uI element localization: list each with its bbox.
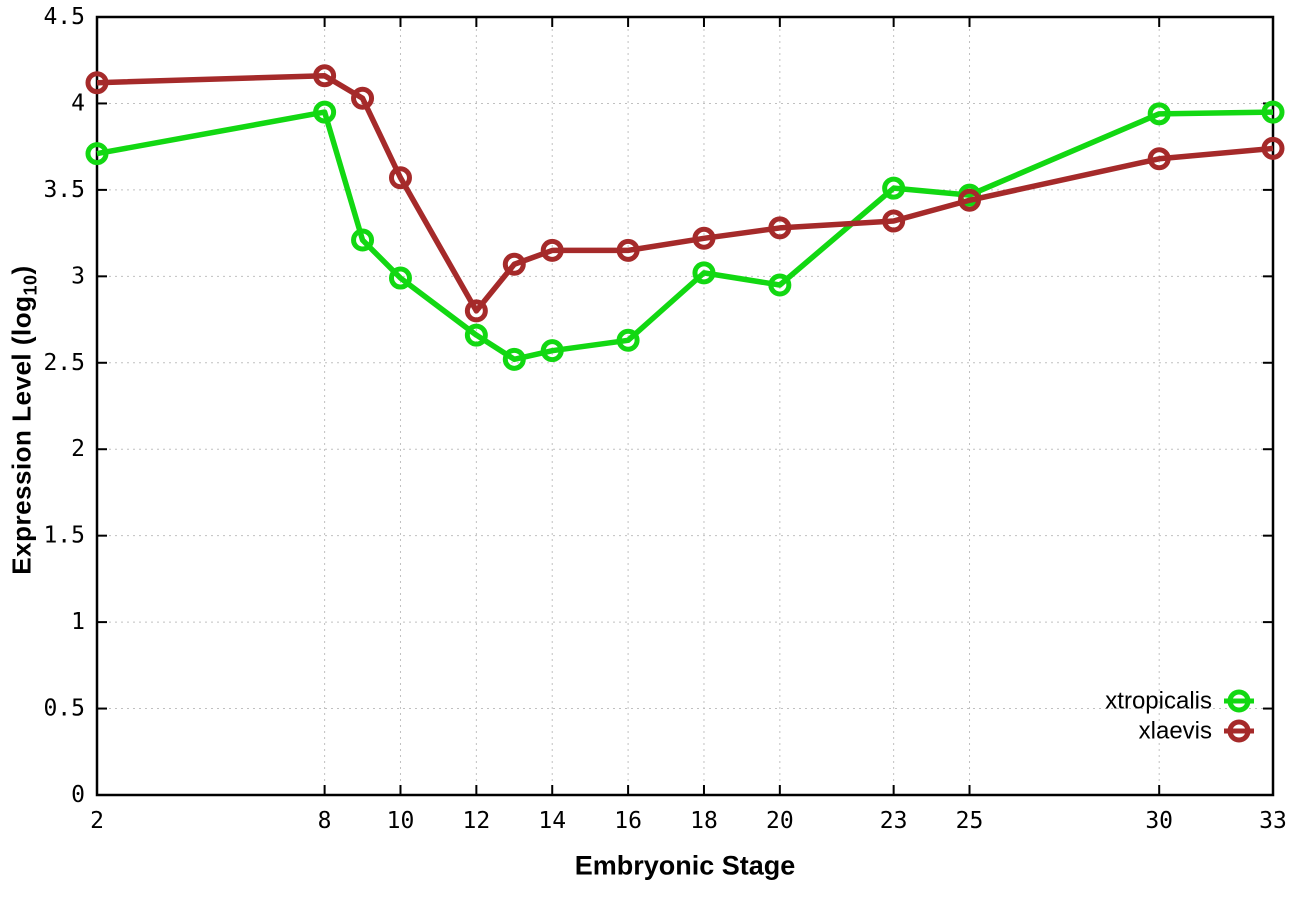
legend-marker-icon-xtropicalis [1227, 689, 1251, 713]
series-line-xlaevis [96, 73, 1274, 314]
data-point-marker-xlaevis [388, 166, 412, 190]
legend-label-xtropicalis: xtropicalis [1105, 688, 1212, 715]
data-point-marker-xlaevis [692, 226, 716, 250]
x-tick-label: 23 [880, 808, 908, 834]
series-line-xtropicalis [96, 109, 1274, 363]
y-tick-label: 3.5 [43, 177, 85, 203]
y-tick-label: 0 [71, 782, 85, 808]
y-tick-label: 3 [71, 263, 85, 289]
legend-label-xlaevis: xlaevis [1139, 718, 1212, 745]
data-point-marker-xlaevis [958, 188, 982, 212]
y-tick-labels: 0 0.5 1 1.5 2 2.5 3 3.5 4 4.5 [43, 4, 85, 808]
data-point-marker-xtropicalis [540, 339, 564, 363]
y-tick-label: 1.5 [43, 523, 85, 549]
data-point-marker-xtropicalis [464, 323, 488, 347]
data-point-marker-xlaevis [1147, 147, 1171, 171]
data-point-marker-xlaevis [768, 216, 792, 240]
data-point-marker-xtropicalis [313, 100, 337, 124]
legend-entry-xlaevis: xlaevis [1139, 718, 1254, 745]
data-point-marker-xtropicalis [351, 228, 375, 252]
data-point-marker-xlaevis [351, 86, 375, 110]
y-axis-title-subscript: 10 [20, 274, 41, 296]
x-tick-label: 2 [90, 808, 104, 834]
data-point-marker-xtropicalis [768, 273, 792, 297]
data-point-marker-xlaevis [540, 238, 564, 262]
data-point-marker-xtropicalis [502, 347, 526, 371]
y-tick-label: 2.5 [43, 350, 85, 376]
y-tick-label: 1 [71, 609, 85, 635]
x-tick-label: 14 [538, 808, 566, 834]
data-point-marker-xlaevis [1261, 136, 1285, 160]
series-xtropicalis [85, 100, 1285, 371]
y-axis-title: Expression Level (log10) [6, 265, 41, 574]
tick-marks [96, 16, 1274, 796]
x-axis-title: Embryonic Stage [574, 850, 796, 881]
y-axis-title-suffix: ) [6, 265, 37, 275]
x-tick-label: 18 [690, 808, 718, 834]
x-tick-label: 25 [956, 808, 984, 834]
x-tick-label: 10 [387, 808, 415, 834]
data-point-marker-xlaevis [882, 209, 906, 233]
data-point-marker-xtropicalis [616, 328, 640, 352]
y-tick-label: 2 [71, 436, 85, 462]
x-tick-label: 30 [1145, 808, 1173, 834]
legend-entry-xtropicalis: xtropicalis [1105, 688, 1254, 715]
series-xlaevis [85, 64, 1285, 323]
data-point-marker-xlaevis [85, 71, 109, 95]
data-point-marker-xtropicalis [388, 266, 412, 290]
x-tick-label: 16 [614, 808, 642, 834]
data-point-marker-xlaevis [313, 64, 337, 88]
data-point-marker-xtropicalis [1147, 102, 1171, 126]
x-tick-labels: 2 8 10 12 14 16 18 20 23 25 30 33 [90, 808, 1287, 834]
x-tick-label: 8 [318, 808, 332, 834]
legend-marker-icon-xlaevis [1227, 719, 1251, 743]
y-tick-label: 0.5 [43, 696, 85, 722]
data-point-marker-xtropicalis [85, 142, 109, 166]
y-tick-label: 4 [71, 90, 85, 116]
data-point-marker-xlaevis [616, 238, 640, 262]
y-axis-title-text: Expression Level (log [6, 295, 37, 575]
y-tick-label: 4.5 [43, 4, 85, 30]
gridlines [97, 17, 1273, 795]
data-point-marker-xtropicalis [882, 176, 906, 200]
legend: xtropicalis xlaevis [1105, 688, 1254, 745]
x-tick-label: 20 [766, 808, 794, 834]
data-point-marker-xtropicalis [692, 261, 716, 285]
data-point-marker-xlaevis [464, 299, 488, 323]
data-point-marker-xlaevis [502, 252, 526, 276]
x-tick-label: 12 [463, 808, 491, 834]
data-point-marker-xtropicalis [1261, 100, 1285, 124]
x-tick-label: 33 [1259, 808, 1287, 834]
plot-border [95, 15, 1275, 797]
